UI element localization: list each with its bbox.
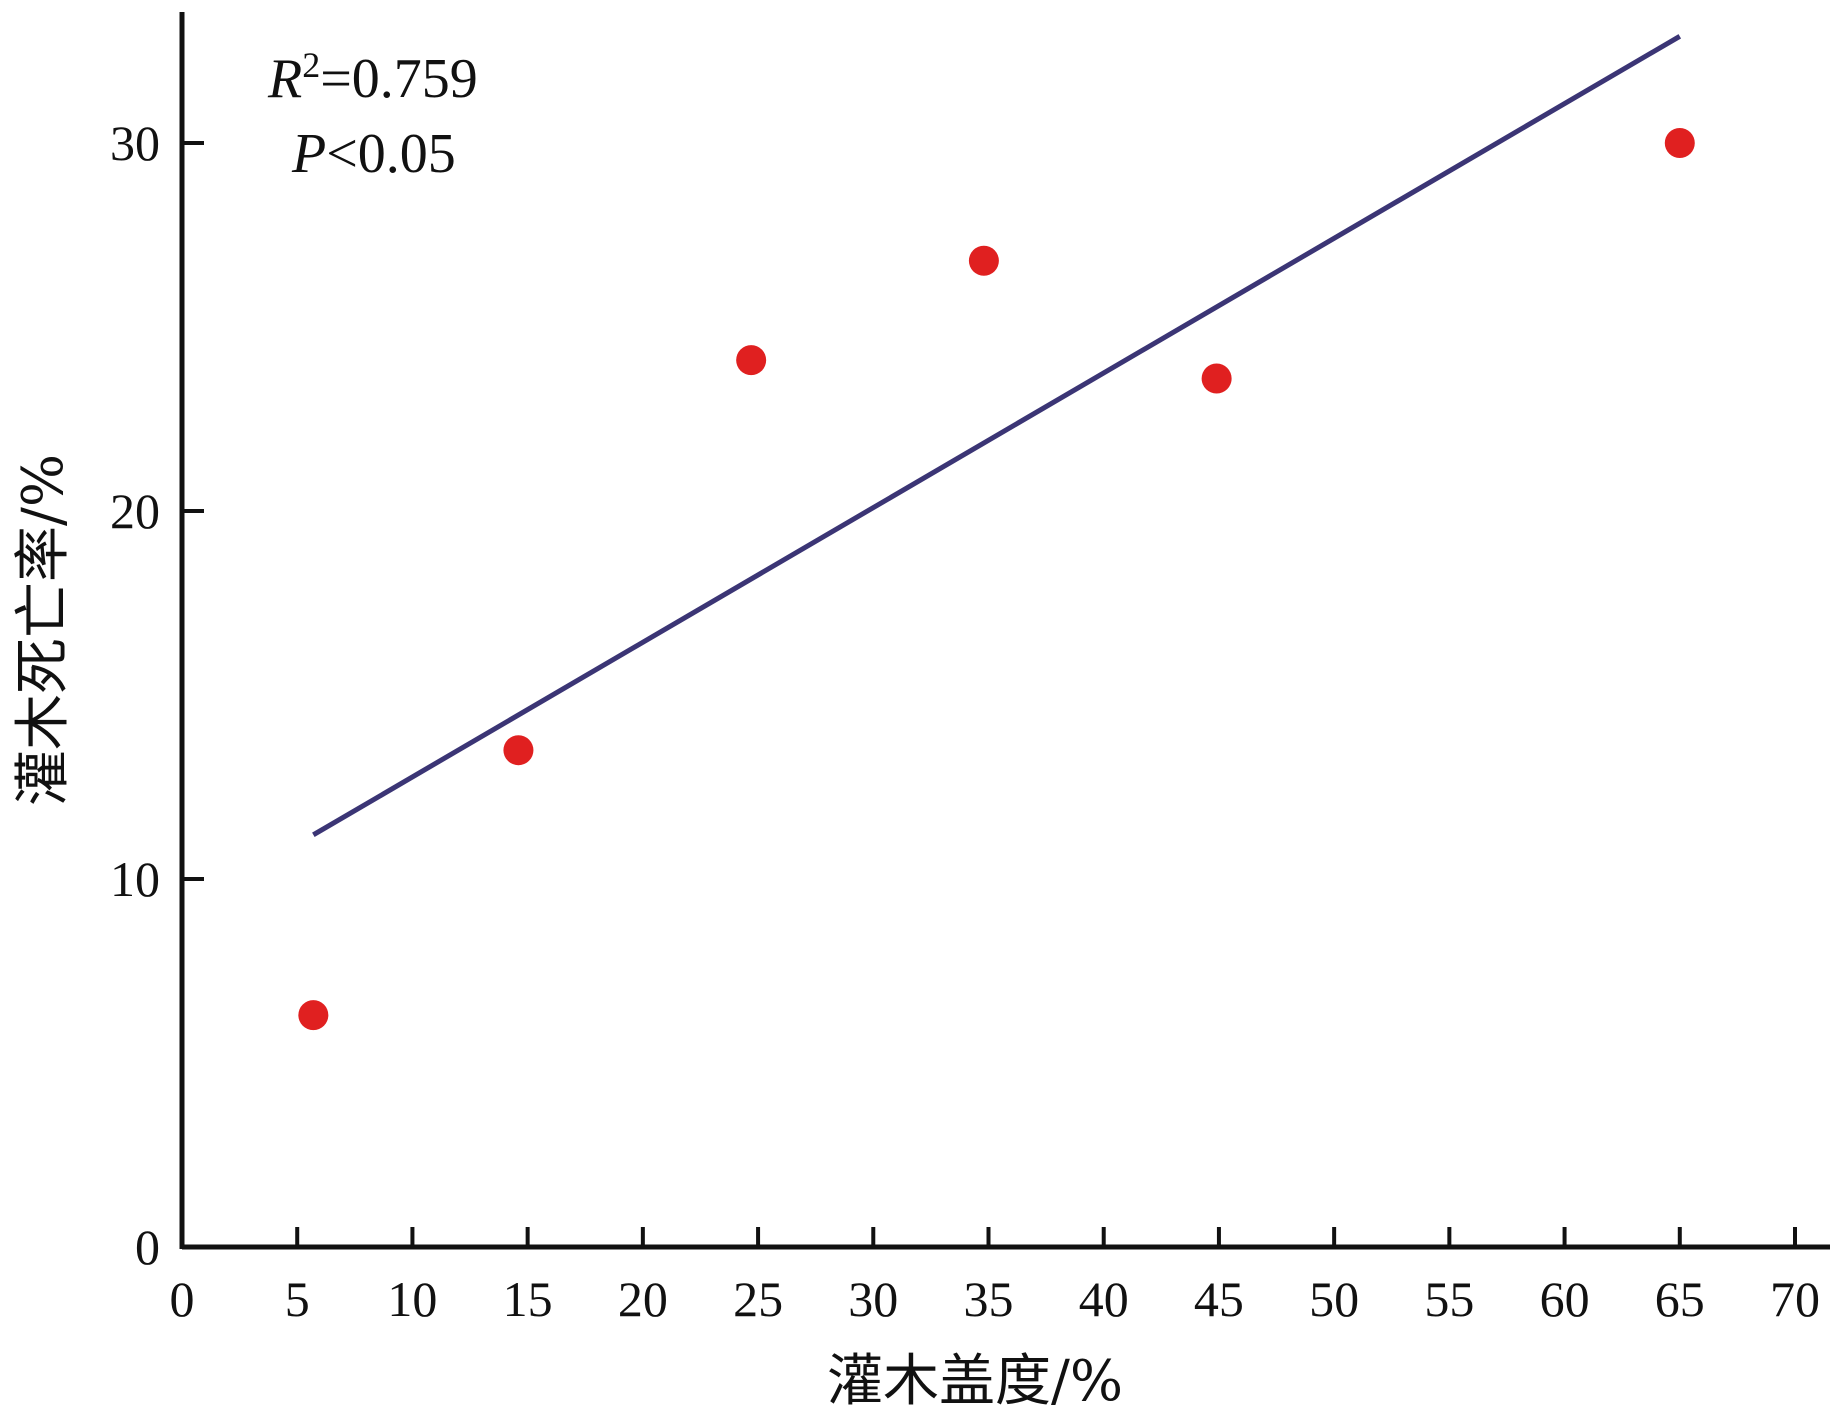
x-tick-label-3: 15 xyxy=(503,1271,553,1327)
stats-annotation: R2=0.759 P<0.05 xyxy=(267,45,478,185)
y-tick-label-0: 0 xyxy=(135,1219,160,1275)
x-axis: 0 5 10 15 20 25 30 35 40 45 50 55 60 65 70 xyxy=(170,1227,1830,1327)
r-squared-label: R2=0.759 xyxy=(267,45,478,110)
x-tick-label-5: 25 xyxy=(733,1271,783,1327)
y-tick-label-1: 10 xyxy=(110,851,160,907)
x-tick-group: 0 5 10 15 20 25 30 35 40 45 50 55 60 65 70 xyxy=(170,1227,1820,1327)
x-tick-label-12: 60 xyxy=(1540,1271,1590,1327)
x-tick-label-0: 0 xyxy=(170,1271,195,1327)
y-tick-label-2: 20 xyxy=(110,483,160,539)
data-point-3 xyxy=(968,245,999,276)
x-tick-label-1: 5 xyxy=(285,1271,310,1327)
data-points xyxy=(298,128,1695,1031)
y-tick-label-3: 30 xyxy=(110,115,160,171)
r-squared-value: =0.759 xyxy=(320,48,478,110)
x-tick-label-4: 20 xyxy=(618,1271,668,1327)
y-axis: 0 10 20 30 xyxy=(110,12,204,1275)
r-superscript: 2 xyxy=(302,45,320,85)
data-point-4 xyxy=(1201,363,1232,394)
x-tick-label-9: 45 xyxy=(1194,1271,1244,1327)
p-value: <0.05 xyxy=(326,123,456,185)
regression-line xyxy=(312,34,1682,837)
x-tick-label-8: 40 xyxy=(1079,1271,1129,1327)
x-tick-label-10: 50 xyxy=(1309,1271,1359,1327)
data-point-0 xyxy=(298,1000,329,1031)
data-point-5 xyxy=(1664,128,1695,158)
x-tick-label-13: 65 xyxy=(1655,1271,1705,1327)
x-tick-label-7: 35 xyxy=(964,1271,1014,1327)
y-axis-title: 灌木死亡率/% xyxy=(11,454,76,806)
x-tick-label-6: 30 xyxy=(848,1271,898,1327)
r-symbol: R xyxy=(267,48,302,110)
data-point-1 xyxy=(503,735,534,766)
data-point-2 xyxy=(736,345,767,376)
x-tick-label-14: 70 xyxy=(1770,1271,1820,1327)
x-tick-label-11: 55 xyxy=(1424,1271,1474,1327)
x-axis-title: 灌木盖度/% xyxy=(827,1349,1123,1414)
p-symbol: P xyxy=(291,123,326,185)
x-tick-label-2: 10 xyxy=(387,1271,437,1327)
y-tick-group: 0 10 20 30 xyxy=(110,115,204,1275)
p-value-label: P<0.05 xyxy=(291,123,456,185)
